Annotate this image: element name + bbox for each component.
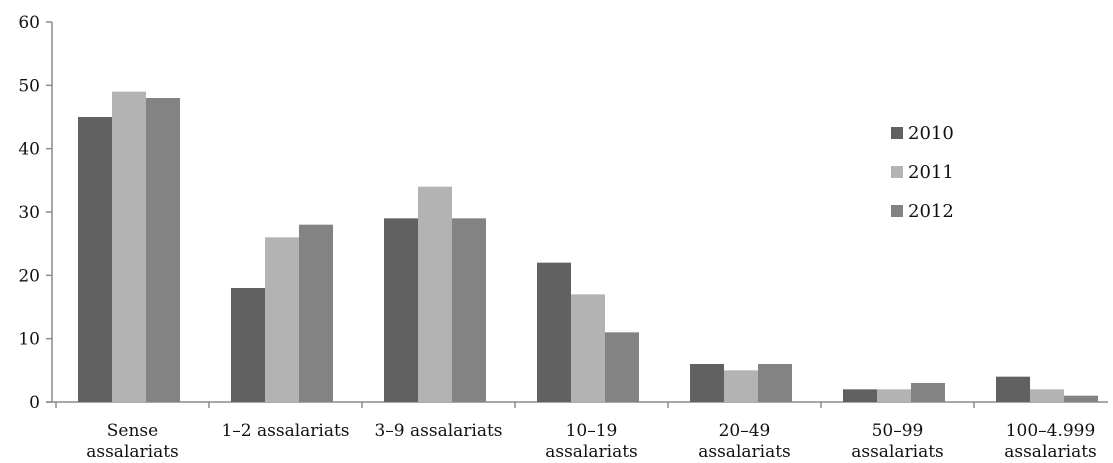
- legend-label: 2012: [908, 201, 954, 222]
- category-label: assalariats: [1004, 442, 1097, 462]
- category-label: assalariats: [698, 442, 791, 462]
- category-label: 100–4.999: [1006, 421, 1096, 441]
- y-tick-label: 30: [18, 203, 40, 223]
- bar-2011-0: [112, 91, 146, 403]
- bar-2010-5: [843, 389, 877, 402]
- legend-swatch-2012: [891, 205, 903, 217]
- bar-2011-4: [724, 370, 758, 402]
- bar-2012-3: [605, 332, 639, 402]
- y-tick-label: 60: [18, 13, 40, 33]
- bar-2011-2: [418, 186, 452, 402]
- category-label: assalariats: [545, 442, 638, 462]
- bar-2010-3: [537, 262, 571, 402]
- legend-label: 2010: [908, 123, 954, 144]
- legend-swatch-2010: [891, 127, 903, 139]
- y-tick-label: 0: [29, 393, 40, 413]
- bar-2011-1: [265, 237, 299, 402]
- category-label: assalariats: [86, 442, 179, 462]
- y-tick-label: 10: [18, 330, 40, 350]
- bar-2011-3: [571, 294, 605, 402]
- category-label: 3–9 assalariats: [374, 421, 502, 441]
- category-label: 1–2 assalariats: [221, 421, 349, 441]
- category-label: 10–19: [566, 421, 618, 441]
- bar-2010-0: [78, 117, 112, 402]
- y-tick-label: 20: [18, 266, 40, 286]
- bar-2012-6: [1064, 395, 1098, 402]
- category-label: Sense: [107, 421, 158, 441]
- bar-2010-2: [384, 218, 418, 402]
- bar-2012-4: [758, 364, 792, 402]
- y-tick-label: 40: [18, 140, 40, 160]
- y-tick-label: 50: [18, 76, 40, 96]
- category-label: 50–99: [872, 421, 924, 441]
- legend-label: 2011: [908, 162, 954, 183]
- bar-2012-1: [299, 224, 333, 402]
- category-label: 20–49: [719, 421, 771, 441]
- bar-2011-5: [877, 389, 911, 402]
- legend-swatch-2011: [891, 166, 903, 178]
- bar-2010-4: [690, 364, 724, 402]
- bar-2010-1: [231, 288, 265, 402]
- bar-2012-5: [911, 383, 945, 402]
- bar-2012-0: [146, 98, 180, 402]
- bar-2012-2: [452, 218, 486, 402]
- bar-2011-6: [1030, 389, 1064, 402]
- category-label: assalariats: [851, 442, 944, 462]
- bar-2010-6: [996, 376, 1030, 402]
